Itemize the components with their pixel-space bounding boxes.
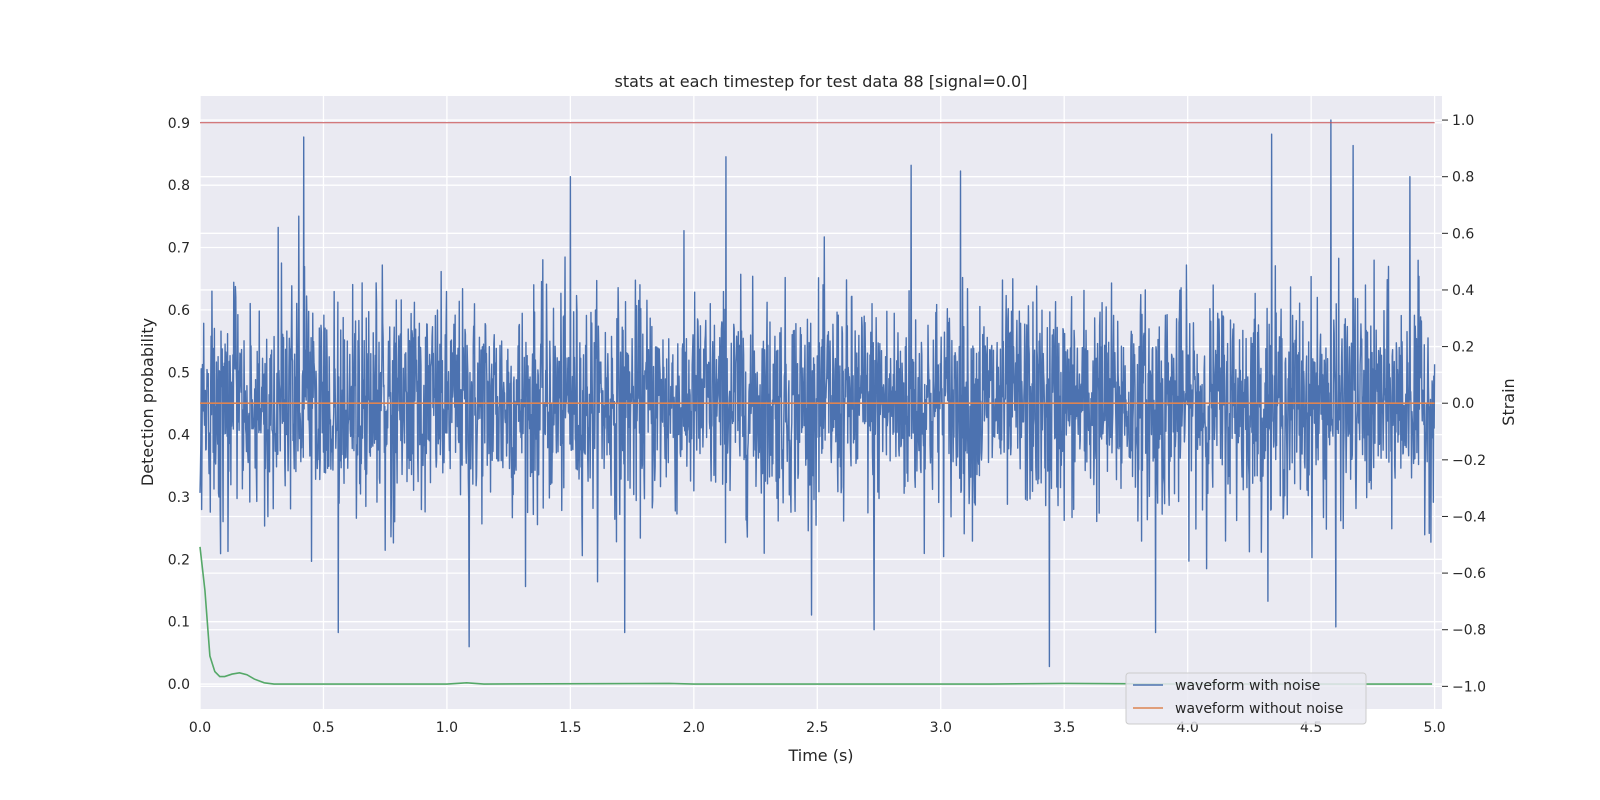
series-detection-probability xyxy=(199,546,1433,685)
x-tick-label: 0.5 xyxy=(312,720,334,736)
y-left-tick-label: 0.5 xyxy=(168,365,190,381)
x-tick-label: 2.5 xyxy=(806,720,828,736)
x-tick-label: 1.5 xyxy=(559,720,581,736)
y-axis-right-label: Strain xyxy=(1499,378,1518,425)
y-left-tick-label: 0.2 xyxy=(168,552,190,568)
legend-label-noise: waveform with noise xyxy=(1175,678,1320,694)
legend-label-clean: waveform without noise xyxy=(1175,701,1343,717)
y-axis-left-label: Detection probability xyxy=(138,318,157,486)
y-left-tick-label: 0.6 xyxy=(168,303,190,319)
x-tick-label: 5.0 xyxy=(1423,720,1445,736)
x-tick-label: 1.0 xyxy=(436,720,458,736)
y-right-tick-label: 0.2 xyxy=(1452,340,1474,356)
y-right-tick-label: 1.0 xyxy=(1452,113,1474,129)
x-tick-label: 2.0 xyxy=(683,720,705,736)
y-left-tick-label: 0.4 xyxy=(168,428,190,444)
series-waveform-with-noise xyxy=(199,119,1436,668)
y-right-tick-label: 0.6 xyxy=(1452,226,1474,242)
series-layer xyxy=(199,119,1436,685)
legend: waveform with noise waveform without noi… xyxy=(1125,672,1367,725)
y-left-tick-label: 0.1 xyxy=(168,615,190,631)
chart-title: stats at each timestep for test data 88 … xyxy=(615,72,1028,91)
y-right-tick-label: −0.6 xyxy=(1452,566,1486,582)
y-right-tick-label: 0.4 xyxy=(1452,283,1474,299)
legend-box xyxy=(1125,672,1367,725)
y-left-tick-label: 0.8 xyxy=(168,178,190,194)
y-axis-left: 0.0 0.1 0.2 0.3 0.4 0.5 0.6 0.7 0.8 0.9 xyxy=(168,116,190,693)
y-left-tick-label: 0.7 xyxy=(168,241,190,257)
x-tick-label: 3.0 xyxy=(930,720,952,736)
y-right-tick-label: −0.2 xyxy=(1452,453,1486,469)
y-left-tick-label: 0.9 xyxy=(168,116,190,132)
y-right-tick-label: −0.8 xyxy=(1452,623,1486,639)
y-axis-right: −1.0 −0.8 −0.6 −0.4 −0.2 0.0 0.2 0.4 0.6 0.8 1.0 xyxy=(1442,113,1486,695)
y-right-tick-label: −1.0 xyxy=(1452,679,1486,695)
y-left-tick-label: 0.0 xyxy=(168,677,190,693)
y-left-tick-label: 0.3 xyxy=(168,490,190,506)
y-right-tick-label: 0.0 xyxy=(1452,396,1474,412)
x-tick-label: 0.0 xyxy=(189,720,211,736)
y-right-tick-label: 0.8 xyxy=(1452,170,1474,186)
x-tick-label: 3.5 xyxy=(1053,720,1075,736)
x-axis-label: Time (s) xyxy=(787,746,853,765)
y-right-tick-label: −0.4 xyxy=(1452,509,1486,525)
